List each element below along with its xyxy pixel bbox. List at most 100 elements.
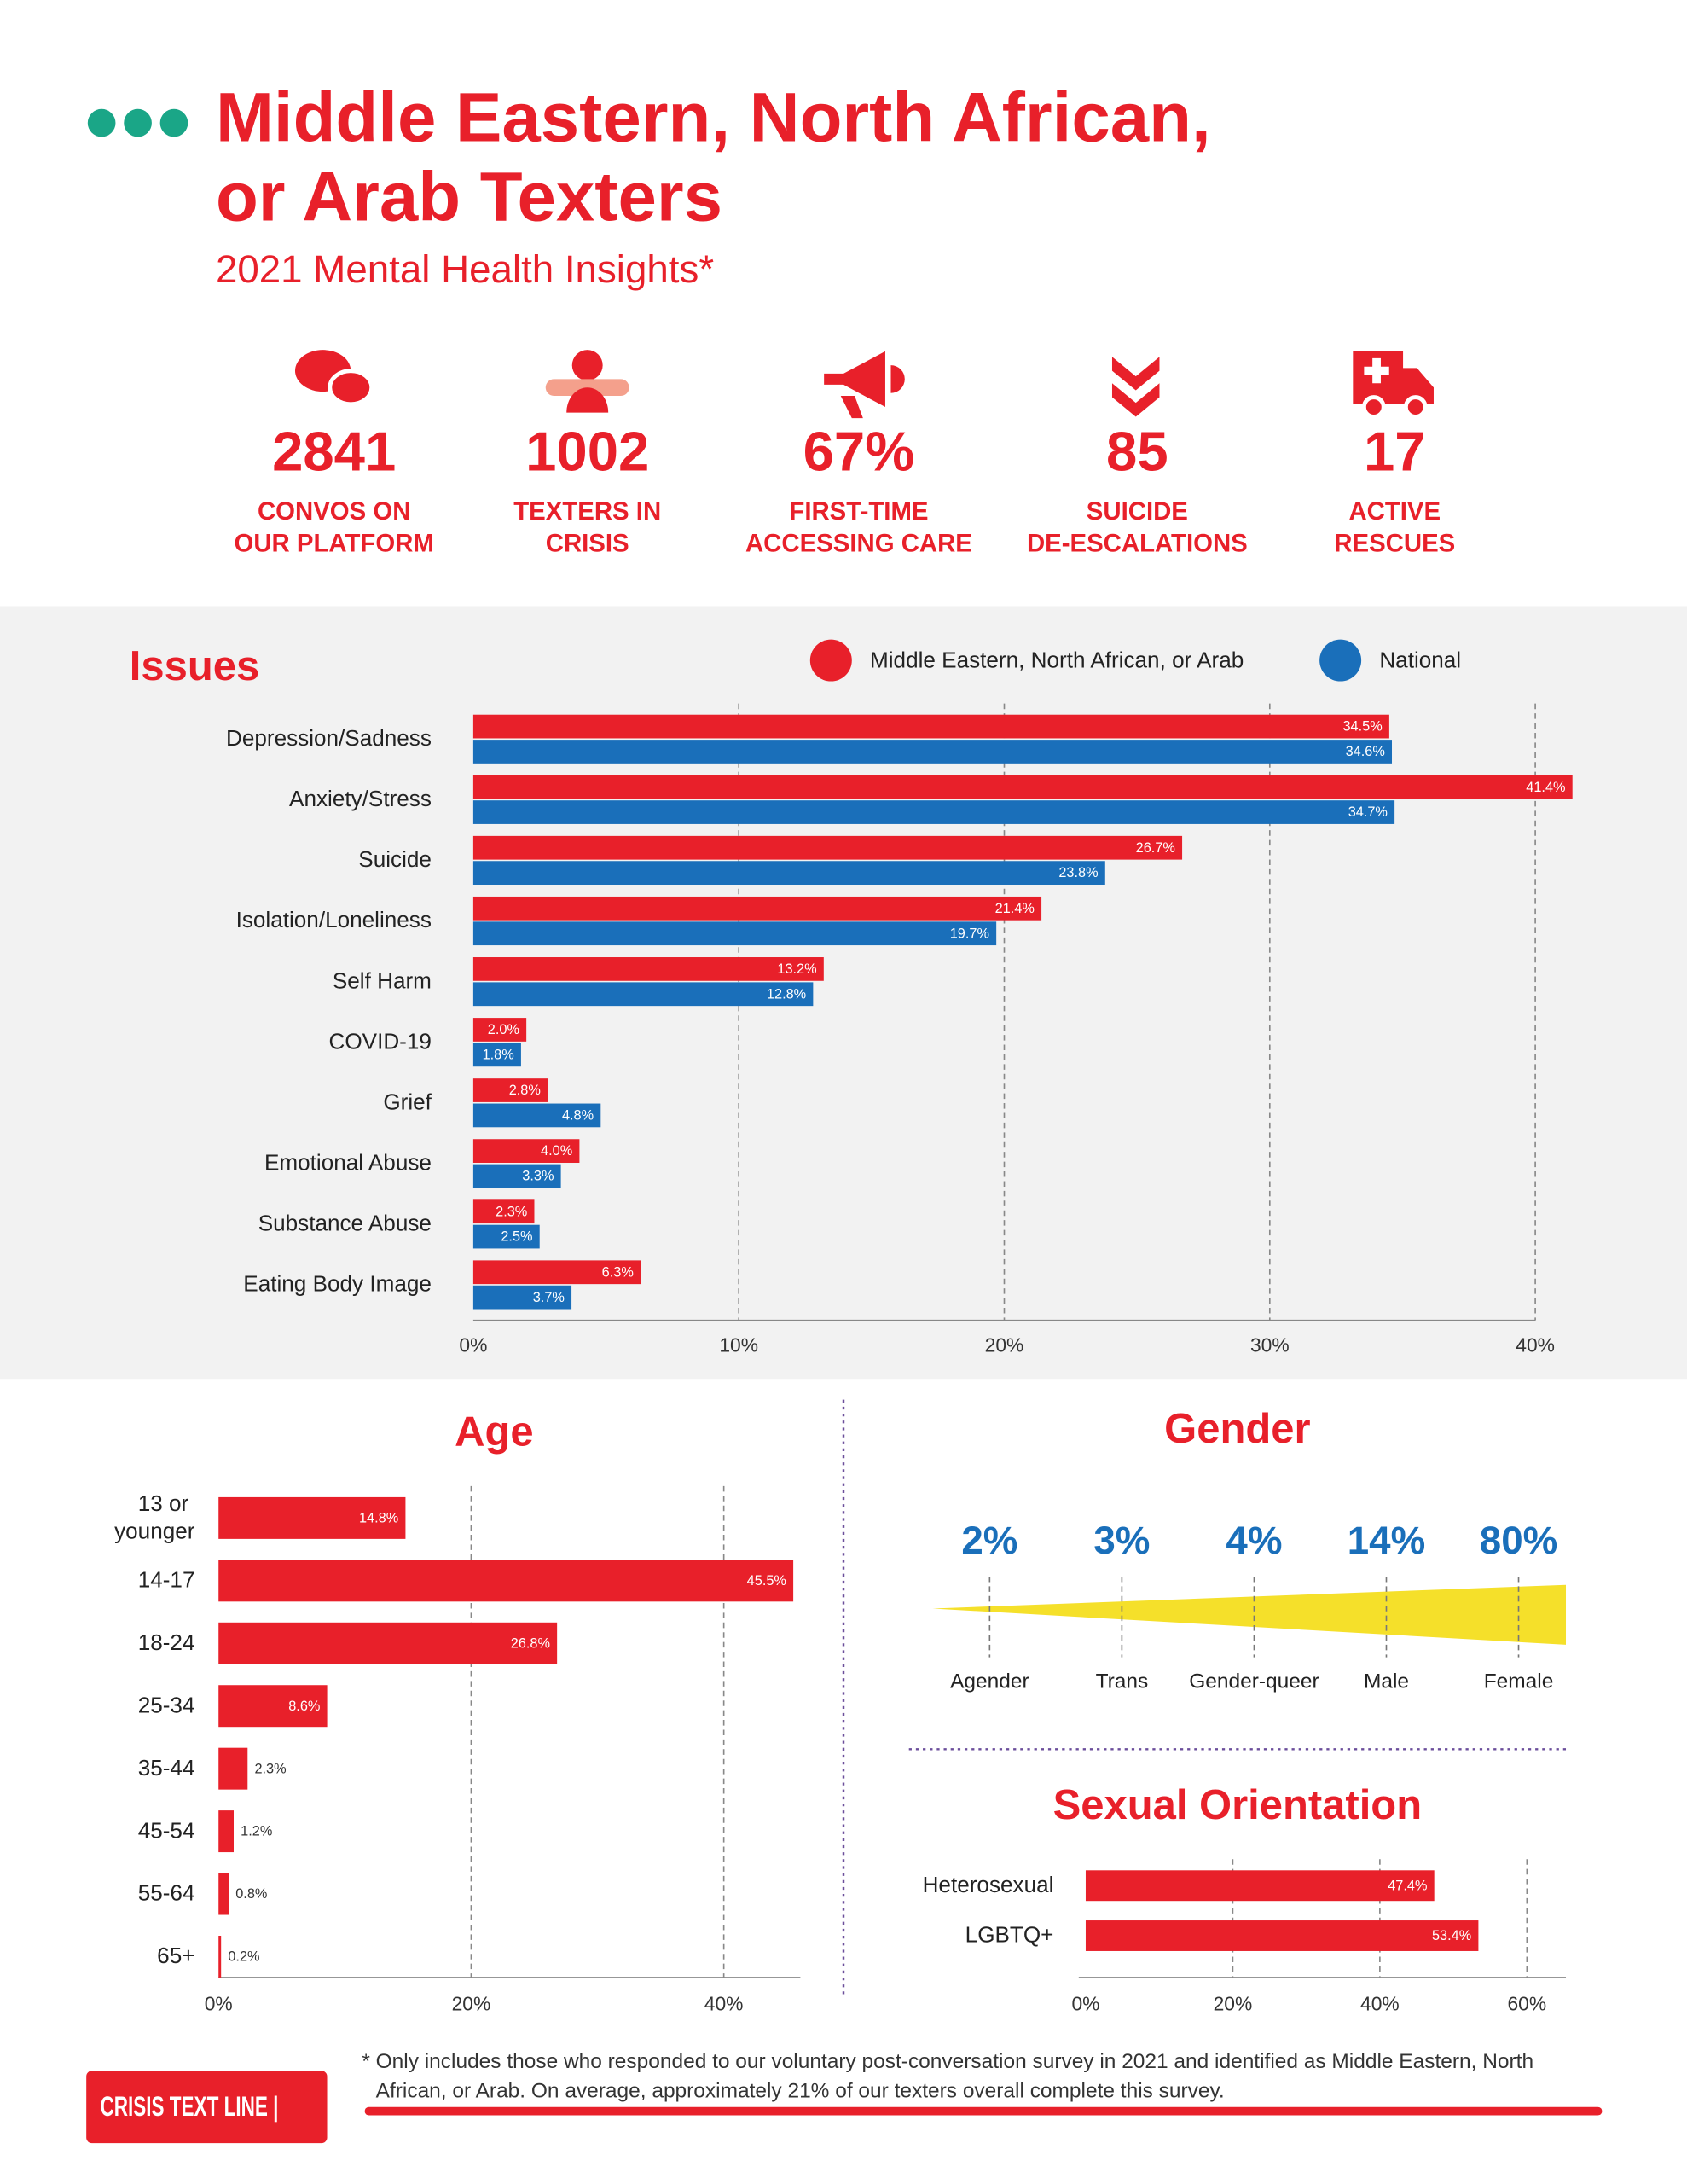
value-label: 14.8% xyxy=(359,1511,398,1526)
legend-label: Middle Eastern, North African, or Arab xyxy=(870,648,1244,673)
x-tick-label: 40% xyxy=(704,1993,744,2015)
bar xyxy=(218,1622,558,1664)
person-icon xyxy=(566,387,609,413)
value-label: 4% xyxy=(1226,1519,1282,1562)
stat-value: 1002 xyxy=(525,420,649,482)
x-tick-label: 0% xyxy=(205,1993,233,2015)
dot xyxy=(87,108,116,137)
bar xyxy=(472,982,814,1007)
bar xyxy=(472,957,824,981)
bar xyxy=(472,921,997,946)
icons xyxy=(294,350,1434,419)
bar xyxy=(218,1936,222,1978)
chat-icon xyxy=(328,369,374,407)
value-label: 21.4% xyxy=(995,901,1035,916)
x-tick-label: 30% xyxy=(1250,1334,1290,1356)
value-label: 1.2% xyxy=(241,1824,272,1839)
y-tick-label: LGBTQ+ xyxy=(965,1922,1054,1948)
stat-label: ACTIVE xyxy=(1348,497,1441,526)
bar xyxy=(472,740,1393,764)
y-tick-label: Suicide xyxy=(358,846,432,872)
bar xyxy=(472,775,1573,799)
value-label: 47.4% xyxy=(1388,1878,1427,1893)
person-icon xyxy=(571,350,603,381)
y-tick-label: Self Harm xyxy=(333,967,432,993)
value-label: 0.8% xyxy=(235,1886,267,1902)
value-label: 80% xyxy=(1480,1519,1557,1562)
x-tick-label: 40% xyxy=(1516,1334,1555,1356)
bar xyxy=(1085,1870,1435,1902)
subtitle: 2021 Mental Health Insights* xyxy=(216,247,714,291)
bar xyxy=(472,1199,535,1224)
y-tick-label: 13 or younger xyxy=(114,1490,195,1544)
bar xyxy=(218,1810,234,1853)
value-label: 6.3% xyxy=(602,1264,634,1280)
bar xyxy=(472,1260,641,1285)
value-label: 1.8% xyxy=(483,1047,514,1062)
legend-label: National xyxy=(1379,648,1461,673)
x-tick-label: 20% xyxy=(985,1334,1024,1356)
x-tick-label: 60% xyxy=(1507,1993,1546,2015)
chart-title: Sexual Orientation xyxy=(1053,1782,1423,1828)
x-tick-label: 0% xyxy=(459,1334,487,1356)
y-tick-label: 35-44 xyxy=(138,1755,195,1780)
stat-label: ACCESSING CARE xyxy=(745,529,972,557)
bar xyxy=(472,1043,521,1067)
value-label: 13.2% xyxy=(777,961,816,977)
title: Middle Eastern, North African, xyxy=(216,79,1211,157)
stat-value: 85 xyxy=(1106,420,1168,482)
stat-label: RESCUES xyxy=(1334,529,1455,557)
chart-title: Gender xyxy=(1164,1406,1310,1452)
value-label: 12.8% xyxy=(767,986,806,1002)
ambulance-icon xyxy=(1353,351,1434,404)
bar xyxy=(218,1873,229,1915)
value-label: 2% xyxy=(961,1519,1017,1562)
stat-label: FIRST-TIME xyxy=(789,497,928,526)
bar xyxy=(218,1685,328,1728)
y-tick-label: Emotional Abuse xyxy=(264,1150,432,1176)
x-tick-label: 10% xyxy=(719,1334,758,1356)
value-label: 2.0% xyxy=(488,1022,519,1037)
bar xyxy=(472,861,1105,885)
bar xyxy=(218,1560,794,1602)
value-label: 3% xyxy=(1093,1519,1150,1562)
chart-title: Age xyxy=(455,1409,533,1455)
bar xyxy=(472,1164,561,1188)
value-label: 3.3% xyxy=(522,1169,554,1184)
bar xyxy=(218,1747,248,1790)
chevrons-icon xyxy=(1111,357,1160,417)
stat-value: 17 xyxy=(1364,420,1426,482)
footnote: * Only includes those who responded to o… xyxy=(362,2050,1533,2073)
bar xyxy=(472,1103,601,1128)
stat-label: CRISIS xyxy=(546,529,629,557)
value-label: 23.8% xyxy=(1058,865,1098,880)
stat-value: 2841 xyxy=(272,420,396,482)
value-label: 4.8% xyxy=(562,1108,594,1124)
value-label: 34.5% xyxy=(1342,719,1382,735)
bar xyxy=(472,714,1389,739)
stat-label: TEXTERS IN xyxy=(513,497,661,526)
y-tick-label: 18-24 xyxy=(138,1629,195,1655)
value-label: 4.0% xyxy=(541,1143,572,1159)
stat-label: OUR PLATFORM xyxy=(235,529,434,557)
dot xyxy=(124,108,152,137)
stat-label: SUICIDE xyxy=(1087,497,1188,526)
value-label: 2.3% xyxy=(254,1761,286,1776)
value-label: 3.7% xyxy=(533,1290,565,1305)
value-label: 53.4% xyxy=(1432,1928,1471,1943)
stat-label: DE-ESCALATIONS xyxy=(1027,529,1248,557)
y-tick-label: Depression/Sadness xyxy=(226,725,432,751)
chart-title: Issues xyxy=(130,643,259,689)
y-tick-label: Grief xyxy=(383,1089,432,1114)
bar xyxy=(472,800,1395,824)
value-label: 45.5% xyxy=(747,1573,786,1589)
value-label: 34.7% xyxy=(1348,804,1388,820)
megaphone-icon xyxy=(824,351,905,419)
logo: CRISIS TEXT LINE | xyxy=(101,2090,279,2122)
bar xyxy=(472,1078,548,1102)
y-tick-label: Anxiety/Stress xyxy=(289,786,432,811)
y-tick-label: 45-54 xyxy=(138,1817,195,1843)
value-label: 2.3% xyxy=(496,1204,527,1219)
stat-value: 67% xyxy=(803,420,915,482)
legend-swatch xyxy=(1319,639,1362,682)
